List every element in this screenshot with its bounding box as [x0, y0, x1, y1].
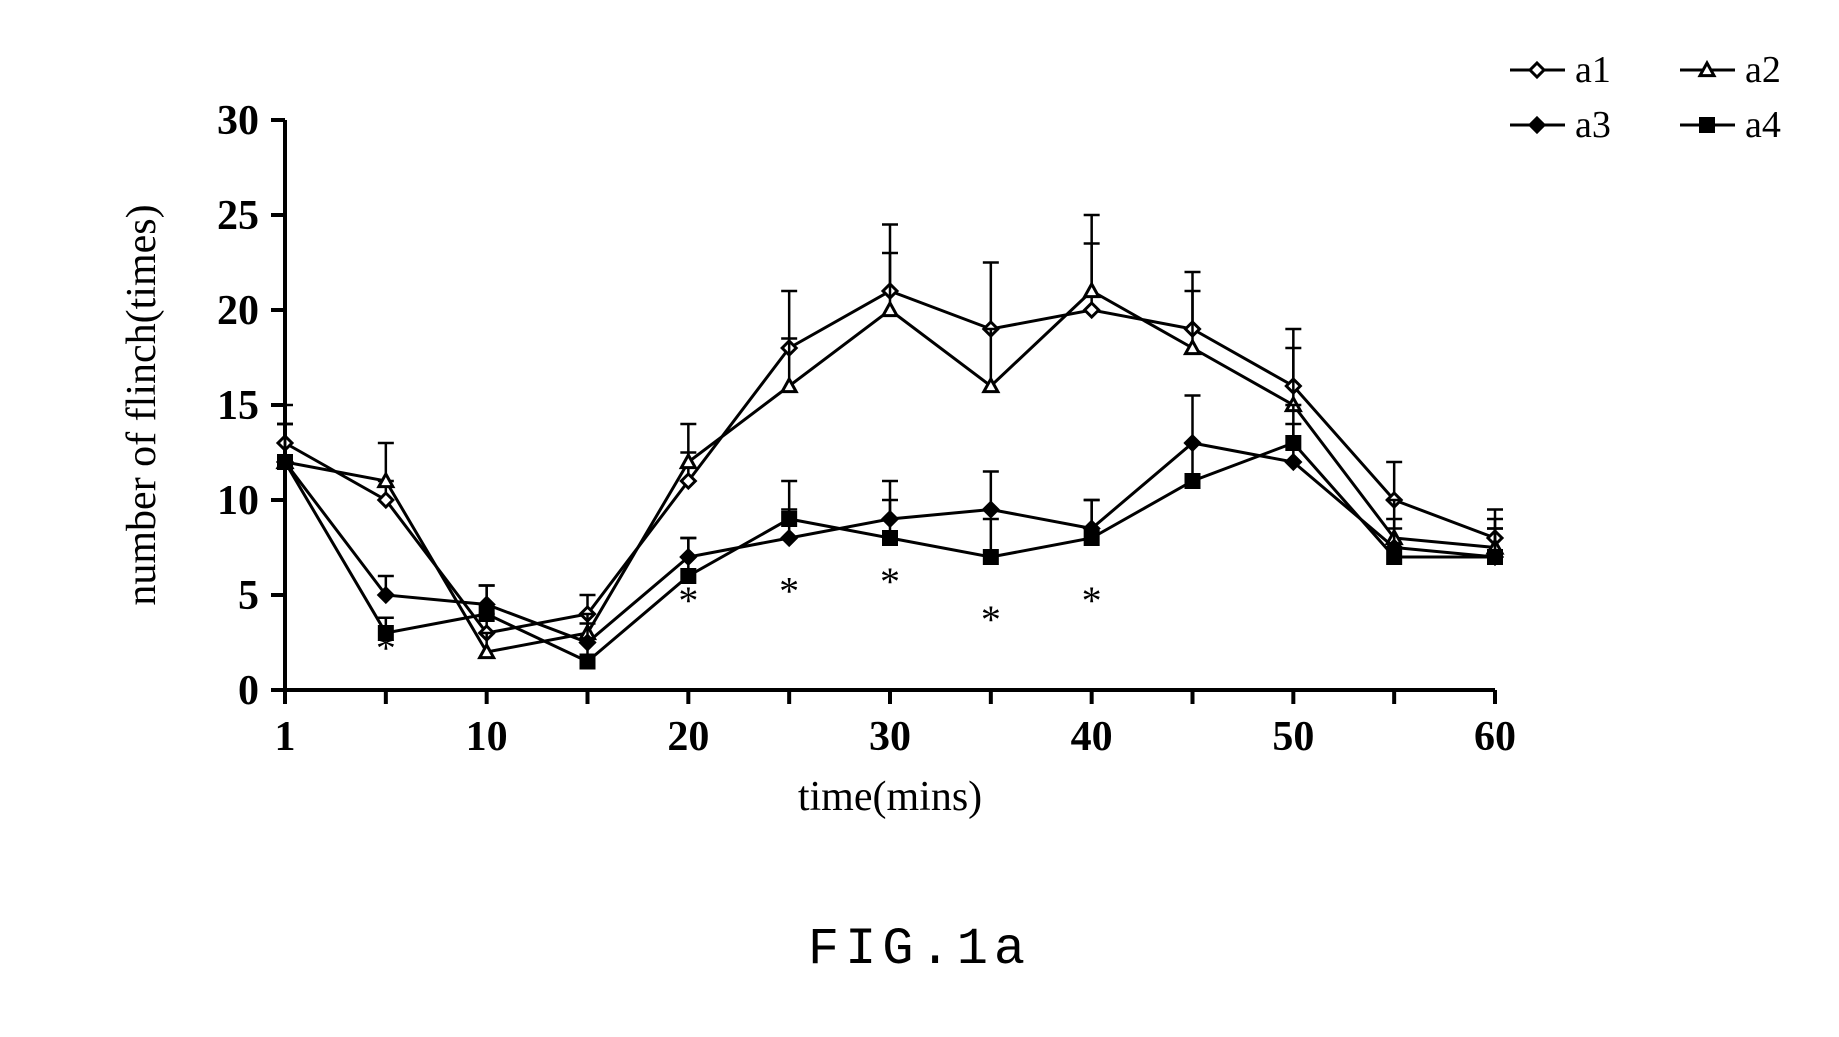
figure-caption-text: FIG.1a: [808, 920, 1031, 979]
svg-text:*: *: [880, 559, 900, 604]
svg-text:60: 60: [1474, 714, 1516, 760]
svg-text:20: 20: [217, 288, 259, 334]
svg-text:*: *: [779, 569, 799, 614]
svg-text:40: 40: [1071, 714, 1113, 760]
figure-container: 0 5 10 15 20 25 30 1 10 20 30 40 50 60 time(mins) numbe…: [0, 0, 1839, 1037]
figure-caption: FIG.1a: [0, 920, 1839, 979]
svg-text:10: 10: [217, 478, 259, 524]
svg-text:number of flinch(times): number of flinch(times): [119, 204, 165, 605]
svg-text:5: 5: [238, 573, 259, 619]
svg-text:a1: a1: [1575, 49, 1611, 91]
svg-text:a4: a4: [1745, 104, 1781, 146]
series-a4: [277, 405, 1503, 668]
svg-text:*: *: [1082, 578, 1102, 623]
line-chart: 0 5 10 15 20 25 30 1 10 20 30 40 50 60 time(mins) numbe…: [0, 0, 1839, 1037]
svg-text:20: 20: [667, 714, 709, 760]
svg-text:30: 30: [869, 714, 911, 760]
svg-text:*: *: [981, 597, 1001, 642]
svg-text:1: 1: [275, 714, 296, 760]
svg-text:0: 0: [238, 668, 259, 714]
svg-text:time(mins): time(mins): [798, 774, 982, 820]
svg-text:25: 25: [217, 193, 259, 239]
svg-text:a2: a2: [1745, 49, 1781, 91]
svg-text:*: *: [376, 626, 396, 671]
svg-text:50: 50: [1272, 714, 1314, 760]
svg-text:a3: a3: [1575, 104, 1611, 146]
svg-text:30: 30: [217, 98, 259, 144]
svg-text:*: *: [678, 578, 698, 623]
legend: a1 a2 a3 a4: [1510, 49, 1781, 146]
svg-text:15: 15: [217, 383, 259, 429]
svg-text:10: 10: [466, 714, 508, 760]
